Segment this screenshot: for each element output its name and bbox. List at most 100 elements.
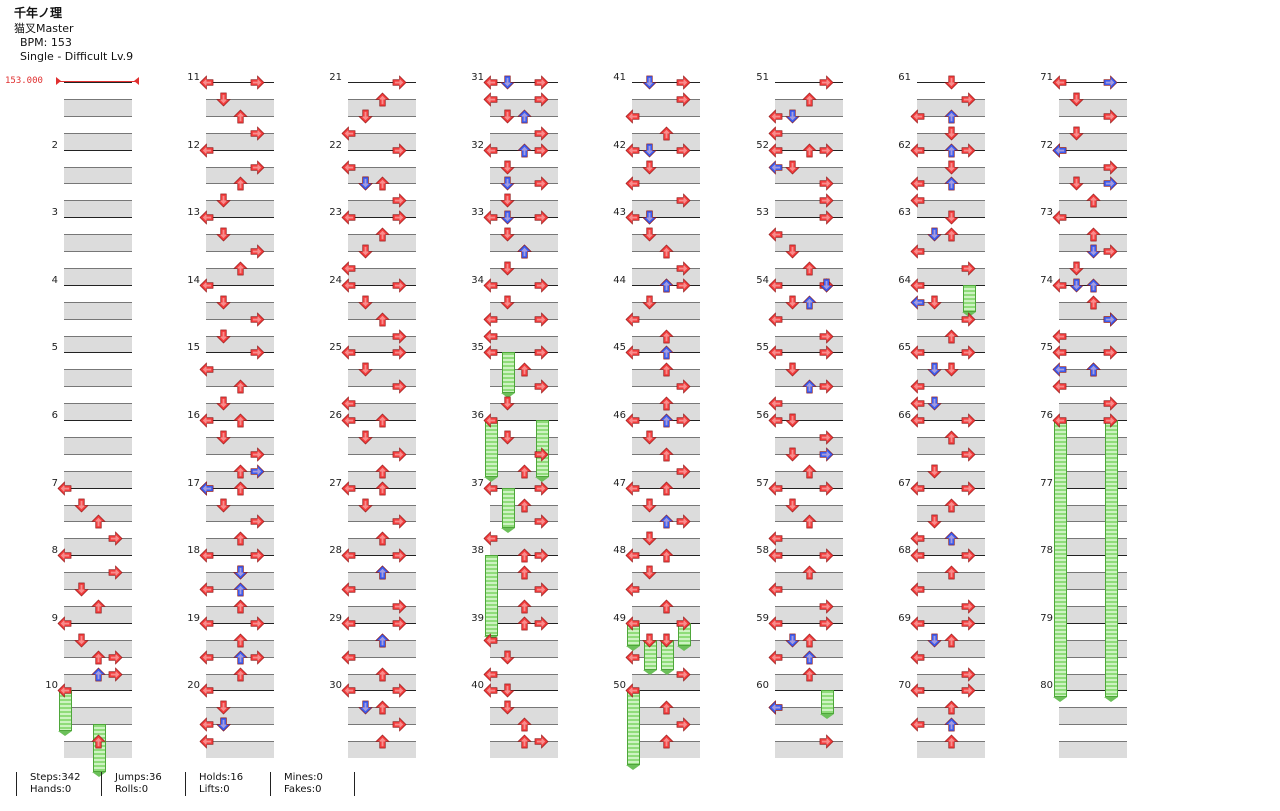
beat-band <box>348 335 416 353</box>
measure-line <box>206 82 274 83</box>
up-arrow-quarter-icon <box>233 464 248 479</box>
jumps-count: Jumps:36 <box>115 772 162 783</box>
left-arrow-quarter-icon <box>341 278 356 293</box>
right-arrow-quarter-icon <box>392 75 407 90</box>
beat-line <box>206 166 274 168</box>
measure-line <box>490 82 558 83</box>
measure-line <box>348 149 416 151</box>
up-arrow-quarter-icon <box>659 396 674 411</box>
left-arrow-quarter-icon <box>199 616 214 631</box>
measure-number: 45 <box>613 342 626 354</box>
measure-number: 61 <box>898 72 911 83</box>
left-arrow-quarter-icon <box>483 632 498 648</box>
beat-line <box>1059 453 1127 455</box>
right-arrow-quarter-icon <box>676 379 691 394</box>
beat-band <box>64 673 132 691</box>
measure-line <box>490 487 558 489</box>
up-arrow-quarter-icon <box>517 464 532 479</box>
beat-band <box>64 234 132 251</box>
beat-band <box>1059 707 1127 725</box>
right-arrow-quarter-icon <box>819 75 834 90</box>
measure-number: 62 <box>898 139 911 151</box>
left-arrow-quarter-icon <box>483 210 498 225</box>
right-arrow-quarter-icon <box>961 92 976 107</box>
measure-line <box>64 82 132 83</box>
beat-line <box>632 589 700 590</box>
right-arrow-quarter-icon <box>819 599 834 614</box>
beat-line <box>632 200 700 202</box>
measure-number: 10 <box>45 680 58 692</box>
beat-band <box>632 741 700 758</box>
hold-body <box>485 555 498 637</box>
down-arrow-quarter-icon <box>642 498 657 513</box>
down-arrow-quarter-icon <box>944 362 959 377</box>
hold-body <box>627 690 640 765</box>
up-arrow-quarter-icon <box>233 531 248 546</box>
right-arrow-quarter-icon <box>392 599 407 614</box>
up-arrow-eighth-icon <box>944 531 959 546</box>
measure-line <box>917 420 985 421</box>
right-arrow-quarter-icon <box>250 649 265 665</box>
measure-number: 71 <box>1040 72 1053 83</box>
measure-number: 48 <box>613 545 626 557</box>
right-arrow-quarter-icon <box>961 548 976 563</box>
down-arrow-quarter-icon <box>500 295 515 310</box>
beat-line <box>1059 166 1127 168</box>
left-arrow-quarter-icon <box>625 176 640 192</box>
hold-end-icon <box>820 714 834 720</box>
beat-line <box>632 724 700 726</box>
measure-number: 35 <box>471 342 484 354</box>
left-arrow-quarter-icon <box>199 649 214 665</box>
chart-header: 千年ノ理 猫叉Master BPM: 153 Single - Difficul… <box>14 6 133 64</box>
up-arrow-quarter-icon <box>659 244 674 259</box>
beat-line <box>1059 656 1127 658</box>
up-arrow-eighth-icon <box>802 295 817 310</box>
left-arrow-quarter-icon <box>341 261 356 276</box>
hold-end-icon <box>660 670 674 676</box>
beat-band <box>348 200 416 218</box>
measure-number: 56 <box>756 410 769 421</box>
beat-line <box>206 453 274 455</box>
measure-line <box>348 690 416 692</box>
beat-line <box>917 656 985 658</box>
left-arrow-quarter-icon <box>341 413 356 428</box>
up-arrow-quarter-icon <box>517 734 532 749</box>
measure-number: 55 <box>756 342 769 354</box>
beat-band <box>775 673 843 691</box>
measure-number: 15 <box>187 342 200 354</box>
measure-number: 21 <box>329 72 342 83</box>
beat-band <box>490 605 558 623</box>
up-arrow-quarter-icon <box>375 176 390 191</box>
measure-number: 2 <box>51 139 58 151</box>
measure-number: 12 <box>187 139 200 151</box>
left-arrow-quarter-icon <box>341 345 356 361</box>
up-arrow-quarter-icon <box>517 565 532 580</box>
measure-number: 73 <box>1040 207 1053 219</box>
up-arrow-quarter-icon <box>91 734 106 749</box>
beat-line <box>917 98 985 100</box>
down-arrow-quarter-icon <box>500 109 515 124</box>
down-arrow-quarter-icon <box>927 295 942 310</box>
down-arrow-quarter-icon <box>1069 261 1084 276</box>
beat-band <box>632 673 700 691</box>
beat-band <box>632 470 700 488</box>
beat-line <box>348 386 416 388</box>
left-arrow-quarter-icon <box>768 109 783 124</box>
beat-line <box>1059 572 1127 574</box>
beat-line <box>206 251 274 252</box>
beat-line <box>775 436 843 438</box>
beat-line <box>64 98 132 100</box>
left-arrow-quarter-icon <box>910 683 925 699</box>
measure-line <box>206 149 274 151</box>
measure-number: 6 <box>51 410 58 421</box>
left-arrow-quarter-icon <box>910 531 925 547</box>
up-arrow-quarter-icon <box>375 667 390 682</box>
song-artist: 猫叉Master <box>14 22 74 35</box>
right-arrow-quarter-icon <box>392 193 407 209</box>
beat-band <box>917 335 985 353</box>
up-arrow-quarter-icon <box>944 498 959 513</box>
left-arrow-quarter-icon <box>57 683 72 699</box>
down-arrow-quarter-icon <box>785 413 800 428</box>
down-arrow-quarter-icon <box>785 160 800 175</box>
beat-band <box>206 673 274 691</box>
